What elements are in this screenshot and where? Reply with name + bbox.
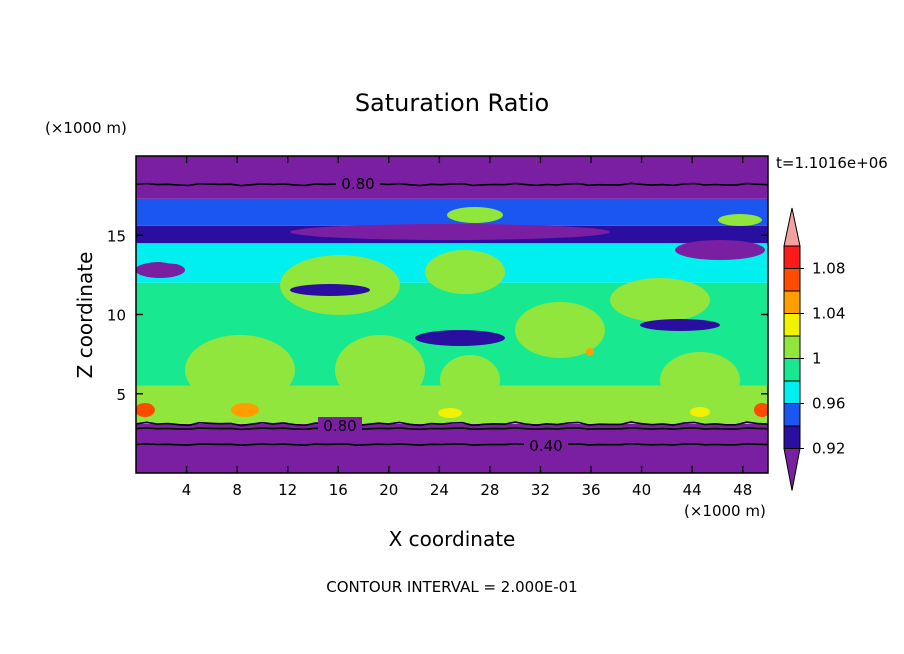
- x-axis: 4 8 12 16 20 24 28 32 36 40 44 48: [182, 156, 752, 499]
- field-feature: [231, 403, 259, 417]
- colorbar-segment: [783, 290, 801, 314]
- x-tick-label: 36: [581, 481, 600, 499]
- field-feature: [185, 335, 295, 405]
- x-tick-label: 28: [480, 481, 499, 499]
- field-feature: [640, 319, 720, 331]
- field-feature: [425, 250, 505, 294]
- field-feature: [560, 250, 680, 270]
- field-feature: [145, 245, 255, 265]
- field-feature: [290, 224, 610, 240]
- x-tick-label: 16: [329, 481, 348, 499]
- contour-line: [136, 442, 768, 447]
- field-feature: [447, 207, 503, 223]
- colorbar-segment: [783, 380, 801, 404]
- field-feature: [718, 214, 762, 226]
- y-axis: 5 10 15: [107, 227, 768, 404]
- y-tick-label: 15: [107, 227, 126, 245]
- contour-line: [136, 426, 768, 431]
- colorbar-segment: [783, 335, 801, 359]
- field-feature: [660, 352, 740, 408]
- x-tick-label: 32: [531, 481, 550, 499]
- x-units-label: (×1000 m): [684, 502, 766, 520]
- saturation-field: [136, 156, 768, 473]
- field-feature: [438, 408, 462, 418]
- field-feature: [610, 278, 710, 322]
- field-feature: [136, 262, 185, 278]
- x-tick-label: 4: [182, 481, 192, 499]
- field-feature: [415, 330, 505, 346]
- contour-label-low: 0.40: [529, 437, 562, 455]
- time-label: t=1.1016e+06: [776, 154, 888, 172]
- x-tick-label: 48: [733, 481, 752, 499]
- field-feature: [515, 302, 605, 358]
- contour-interval-note: CONTOUR INTERVAL = 2.000E-01: [326, 578, 577, 596]
- colorbar-label: 1.04: [812, 305, 845, 323]
- x-tick-label: 8: [232, 481, 242, 499]
- colorbar-label: 0.92: [812, 440, 845, 458]
- y-axis-title: Z coordinate: [73, 252, 97, 379]
- field-band: [136, 156, 768, 199]
- chart-title: Saturation Ratio: [355, 89, 549, 117]
- colorbar-label: 1.08: [812, 260, 845, 278]
- contour-label-top: 0.80: [341, 175, 374, 193]
- contour-line: [136, 182, 768, 187]
- colorbar-label: 1: [812, 350, 822, 368]
- colorbar-segment: [783, 425, 801, 449]
- x-tick-label: 12: [278, 481, 297, 499]
- x-axis-title: X coordinate: [389, 527, 516, 551]
- colorbar-label: 0.96: [812, 395, 845, 413]
- contour-label-mid: 0.80: [323, 417, 356, 435]
- y-tick-label: 10: [107, 307, 126, 325]
- field-feature: [586, 348, 594, 356]
- y-units-label: (×1000 m): [45, 119, 127, 137]
- contour-labels: 0.80 0.80 0.40: [318, 175, 568, 455]
- colorbar-segment: [783, 358, 801, 382]
- field-feature: [675, 240, 765, 260]
- field-band: [136, 423, 768, 473]
- field-feature: [290, 284, 370, 296]
- colorbar-min-arrow: [783, 448, 801, 491]
- field-feature: [690, 407, 710, 417]
- colorbar-max-arrow: [783, 207, 801, 247]
- colorbar-segment: [783, 313, 801, 337]
- colorbar-segment: [783, 268, 801, 292]
- colorbar-segment: [783, 403, 801, 427]
- x-tick-label: 20: [379, 481, 398, 499]
- field-feature: [440, 355, 500, 405]
- x-tick-label: 40: [632, 481, 651, 499]
- field-feature: [335, 335, 425, 405]
- y-tick-label: 5: [116, 386, 126, 404]
- x-tick-label: 44: [683, 481, 702, 499]
- colorbar: 1.08 1.04 1 0.96 0.92: [783, 207, 845, 491]
- contour-line: [136, 421, 768, 427]
- colorbar-segment: [783, 245, 801, 269]
- field-feature: [136, 403, 155, 417]
- x-tick-label: 24: [430, 481, 449, 499]
- field-feature: [754, 403, 768, 417]
